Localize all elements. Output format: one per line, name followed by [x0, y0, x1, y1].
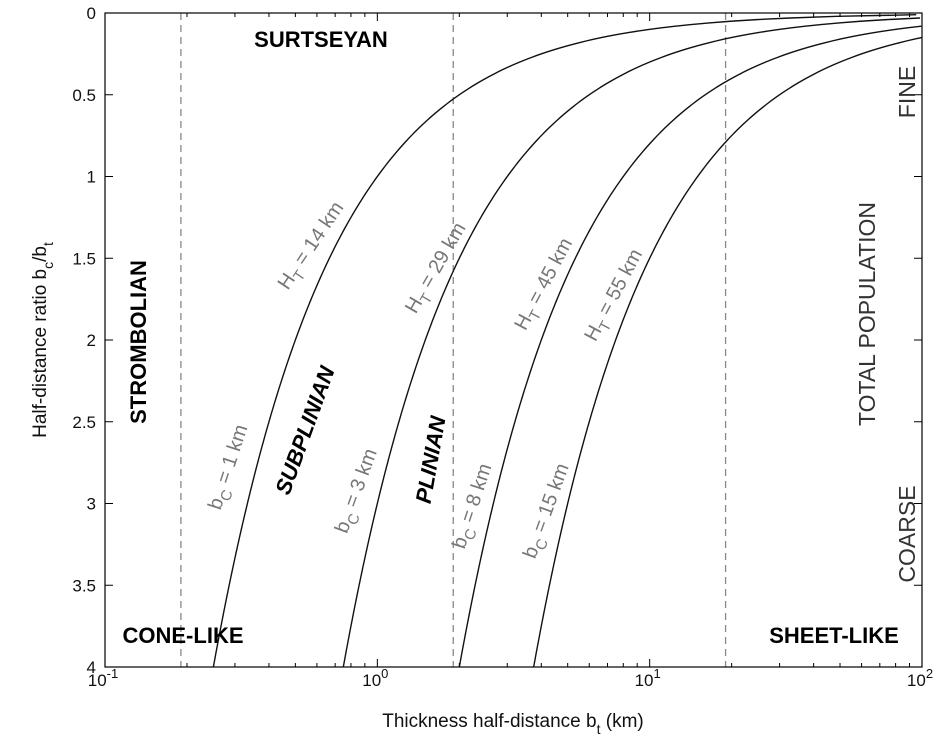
dashed-reference-lines — [180, 13, 727, 667]
curve-bc-15 — [532, 36, 922, 668]
curves — [212, 14, 922, 668]
annotation-coarse: COARSE — [894, 485, 920, 582]
annotation-strombolian: STROMBOLIAN — [126, 260, 151, 424]
ticks — [104, 12, 922, 668]
y-tick-label: 3.5 — [72, 576, 96, 595]
x-tick-label: 10-1 — [88, 666, 118, 690]
annotation-cone-like: CONE-LIKE — [123, 623, 244, 648]
y-tick-label: 2.5 — [72, 413, 96, 432]
tick-labels: 10-1 100 101 102 0 0.5 1 1.5 2 2.5 3 3.5 4 — [72, 4, 933, 690]
annotation-total-population: TOTAL POPULATION — [854, 202, 880, 426]
annotation-surtseyan: SURTSEYAN — [254, 27, 388, 52]
annotation-fine: FINE — [894, 66, 920, 118]
y-tick-label: 1.5 — [72, 249, 96, 268]
curve-bc-1 — [212, 14, 917, 668]
annotation-sheet-like: SHEET-LIKE — [769, 623, 899, 648]
y-tick-label: 2 — [87, 331, 96, 350]
y-tick-label: 4 — [87, 658, 96, 677]
x-axis-label: Thickness half-distance bt (km) — [382, 711, 644, 737]
y-axis-label: Half-distance ratio bc/bt — [30, 242, 56, 438]
x-tick-label: 102 — [907, 666, 933, 690]
y-tick-label: 0 — [87, 4, 96, 23]
y-tick-label: 0.5 — [72, 86, 96, 105]
y-tick-label: 3 — [87, 495, 96, 514]
y-tick-label: 1 — [87, 168, 96, 187]
curve-bc-3 — [342, 17, 921, 668]
curve-bc-8 — [458, 25, 922, 668]
x-tick-label: 100 — [362, 666, 388, 690]
plot-area — [105, 13, 922, 667]
x-tick-label: 101 — [635, 666, 661, 690]
